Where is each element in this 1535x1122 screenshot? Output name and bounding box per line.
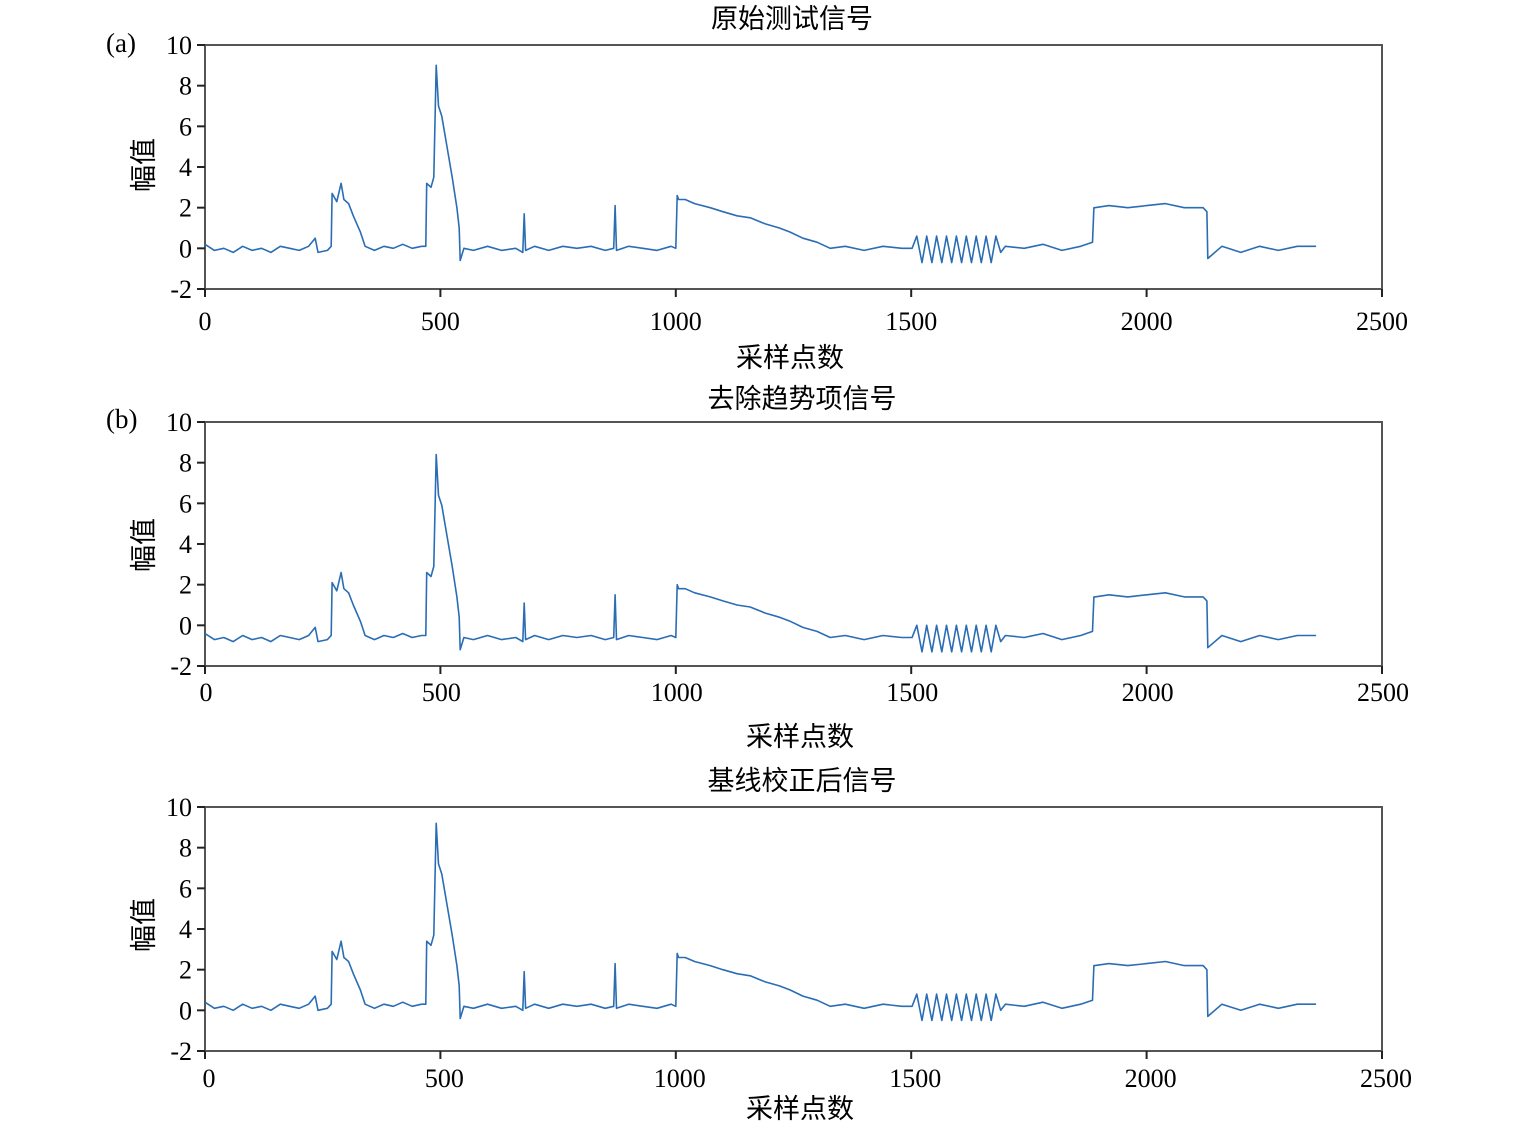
x-tick-label: 2000 (1125, 1064, 1177, 1093)
y-axis-label: 幅值 (129, 898, 159, 952)
y-tick-label: 0 (179, 234, 192, 263)
plot-frame (204, 421, 1383, 667)
y-tick-label: 6 (179, 874, 192, 903)
x-tick-label: 0 (199, 307, 212, 336)
y-tick-label: 4 (179, 915, 192, 944)
series-line (204, 453, 1317, 653)
x-axis-label: 采样点数 (746, 1094, 854, 1122)
series-line (204, 822, 1317, 1022)
y-tick-label: 6 (179, 112, 192, 141)
x-tick-label: 1000 (650, 307, 702, 336)
y-tick-label: 2 (179, 956, 192, 985)
subplot-title: 原始测试信号 (711, 4, 873, 34)
subplot-2: -2 0 2 4 6 8 10 0 500 1000 1500 2000 2500 去除趋势项信号采样点数… (106, 384, 1409, 752)
x-tick-label: 1500 (886, 678, 938, 707)
plot-frame (204, 806, 1383, 1052)
x-tick-label: 500 (422, 678, 461, 707)
y-axis-label: 幅值 (129, 518, 159, 572)
y-tick-label: 2 (179, 571, 192, 600)
y-tick-label: -2 (170, 652, 192, 681)
series-line (204, 64, 1317, 264)
y-tick-label: 2 (179, 194, 192, 223)
subplot-3: -2 0 2 4 6 8 10 0 500 1000 1500 2000 2500 基线校正后信号采样点数… (129, 766, 1412, 1122)
panel-label: (a) (106, 28, 136, 58)
x-tick-label: 2000 (1121, 307, 1173, 336)
y-tick-label: 8 (179, 449, 192, 478)
y-tick-label: -2 (170, 275, 192, 304)
x-tick-label: 1500 (889, 1064, 941, 1093)
subplot-title: 去除趋势项信号 (708, 384, 897, 414)
x-tick-label: 2500 (1357, 678, 1409, 707)
y-tick-label: 0 (179, 611, 192, 640)
y-tick-label: -2 (170, 1037, 192, 1066)
y-axis-label: 幅值 (129, 138, 159, 192)
y-tick-label: 10 (166, 408, 192, 437)
panel-label: (b) (106, 404, 137, 434)
y-tick-label: 0 (179, 996, 192, 1025)
y-tick-label: 8 (179, 72, 192, 101)
x-axis-label: 采样点数 (746, 722, 854, 752)
x-axis-label: 采样点数 (736, 343, 844, 373)
x-tick-label: 2500 (1356, 307, 1408, 336)
subplot-title: 基线校正后信号 (708, 766, 897, 796)
x-tick-label: 0 (200, 678, 213, 707)
x-tick-label: 500 (421, 307, 460, 336)
x-tick-label: 1500 (885, 307, 937, 336)
y-tick-label: 10 (166, 31, 192, 60)
x-tick-label: 0 (203, 1064, 216, 1093)
y-tick-label: 8 (179, 834, 192, 863)
x-tick-label: 1000 (654, 1064, 706, 1093)
plot-frame (204, 44, 1383, 290)
x-tick-label: 2000 (1122, 678, 1174, 707)
x-tick-label: 500 (425, 1064, 464, 1093)
y-tick-label: 4 (179, 153, 192, 182)
x-tick-label: 1000 (651, 678, 703, 707)
y-tick-label: 6 (179, 489, 192, 518)
y-tick-label: 4 (179, 530, 192, 559)
x-tick-label: 2500 (1360, 1064, 1412, 1093)
y-tick-label: 10 (166, 793, 192, 822)
